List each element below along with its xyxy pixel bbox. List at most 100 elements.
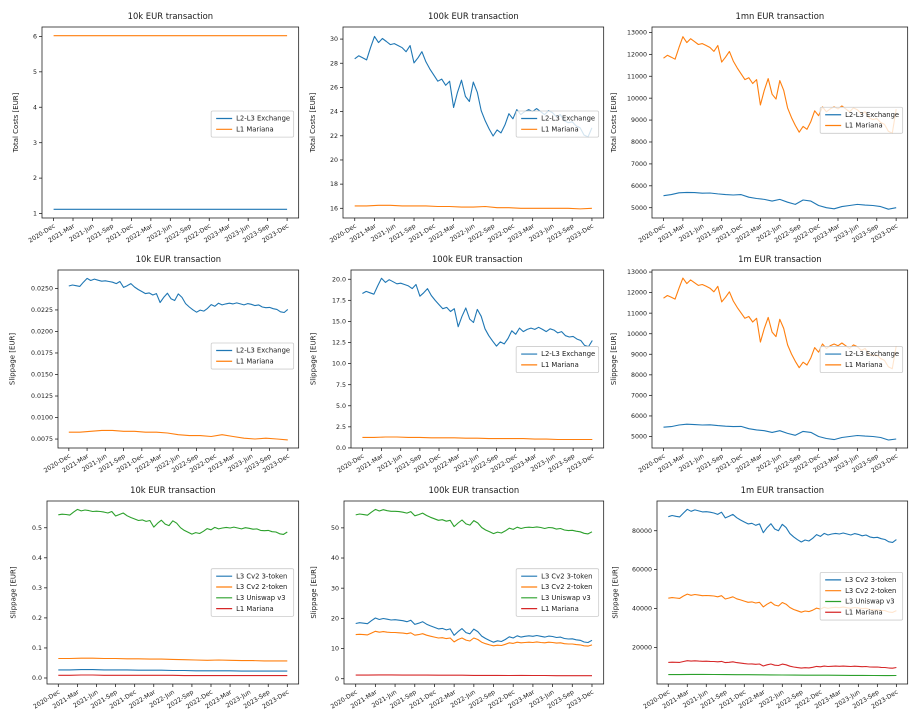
- y-tick-label: 10000: [627, 95, 647, 102]
- chart-title: 10k EUR transaction: [136, 254, 221, 264]
- legend: L3 Cv2 3-token L3 Cv2 2-token L3 Uniswap v…: [210, 568, 295, 618]
- y-tick-label: 40: [331, 555, 339, 562]
- y-tick-label: 6000: [631, 183, 647, 190]
- line-chart: 100k EUR transaction Slippage [EUR] 0 10 20 3…: [310, 485, 604, 711]
- y-tick-label: 9000: [631, 351, 647, 358]
- legend-label: L1 Mariana: [236, 357, 274, 365]
- series-line-2: [68, 429, 288, 441]
- y-tick-label: 3: [33, 140, 37, 147]
- y-axis-label: Total Costs [EUR]: [309, 92, 317, 153]
- chart-title: 1m EUR transaction: [741, 485, 824, 495]
- legend-label: L3 Cv2 3-token: [541, 573, 592, 581]
- legend-label: L3 Uniswap v3: [236, 594, 285, 602]
- y-tick-label: 12.5: [332, 339, 346, 346]
- y-tick-label: 50: [331, 525, 339, 532]
- chart-title: 1mn EUR transaction: [736, 11, 825, 21]
- y-tick-label: 8000: [631, 372, 647, 379]
- y-tick-label: 1: [33, 211, 37, 218]
- y-tick-label: 28: [330, 60, 338, 67]
- y-axis-label: Total Costs [EUR]: [12, 92, 20, 153]
- series-line-3: [668, 674, 897, 677]
- line-chart: 1m EUR transaction Slippage [EUR] 20000 400…: [612, 485, 909, 711]
- chart-title: 10k EUR transaction: [130, 485, 215, 495]
- legend-label: L1 Mariana: [236, 126, 274, 134]
- y-axis-label: Slippage [EUR]: [612, 566, 620, 619]
- y-tick-label: 10: [331, 646, 339, 653]
- line-chart: 10k EUR transaction Slippage [EUR] 0.0 0.1 0…: [9, 485, 300, 711]
- subplot-slippage-l3pools-100k: 100k EUR transaction Slippage [EUR] 0 10 20 3…: [305, 485, 610, 728]
- y-tick-label: 26: [330, 85, 338, 92]
- y-tick-label: 7000: [631, 392, 647, 399]
- y-tick-label: 17.5: [332, 297, 346, 304]
- y-tick-label: 16: [330, 205, 338, 212]
- series-line-2: [355, 631, 592, 647]
- y-tick-label: 80000: [632, 528, 652, 535]
- series-line-1: [361, 277, 593, 347]
- y-tick-label: 30: [330, 36, 338, 43]
- legend: L2-L3 Exchange L1 Mariana: [820, 106, 904, 134]
- legend: L2-L3 Exchange L1 Mariana: [820, 345, 904, 373]
- series-line-1: [68, 277, 289, 313]
- legend-label: L1 Mariana: [845, 122, 883, 130]
- legend-label: L1 Mariana: [845, 361, 883, 369]
- legend-box: [210, 342, 295, 370]
- y-tick-label: 0.0075: [31, 436, 53, 443]
- series-line-3: [355, 509, 592, 535]
- series-line-1: [668, 509, 898, 544]
- y-axis-label: Total Costs [EUR]: [610, 92, 618, 153]
- series-line-4: [668, 660, 897, 670]
- y-tick-label: 0.3: [32, 585, 42, 592]
- subplot-slippage-l3pools-10k: 10k EUR transaction Slippage [EUR] 0.0 0.1 0…: [0, 485, 305, 728]
- legend-label: L1 Mariana: [541, 361, 579, 369]
- line-chart: 100k EUR transaction Total Costs [EUR] 16 1…: [309, 11, 604, 243]
- chart-title: 10k EUR transaction: [128, 11, 213, 21]
- y-tick-label: 4: [33, 104, 37, 111]
- legend-box: [210, 110, 295, 138]
- y-tick-label: 10.0: [332, 360, 346, 367]
- series-line-2: [354, 204, 592, 210]
- y-tick-label: 0.5: [32, 525, 42, 532]
- legend-label: L1 Mariana: [541, 126, 579, 134]
- y-tick-label: 13000: [627, 30, 647, 37]
- series-line-1: [663, 423, 897, 441]
- y-tick-label: 5.0: [336, 403, 346, 410]
- y-tick-label: 12000: [627, 289, 647, 296]
- y-tick-label: 20000: [632, 645, 652, 652]
- y-tick-label: 7.5: [336, 381, 346, 388]
- subplot-total-costs-10k: 10k EUR transaction Total Costs [EUR] 1 2 3 4…: [0, 0, 305, 243]
- legend-label: L3 Cv2 2-token: [236, 584, 287, 592]
- legend-label: L1 Mariana: [236, 605, 274, 613]
- legend-label: L2-L3 Exchange: [236, 346, 290, 354]
- line-chart: 1m EUR transaction Slippage [EUR] 5000 6000…: [610, 254, 909, 474]
- y-tick-label: 0.2: [32, 615, 42, 622]
- y-tick-label: 0.0250: [31, 285, 53, 292]
- y-tick-label: 5000: [631, 433, 647, 440]
- legend: L2-L3 Exchange L1 Mariana: [210, 110, 295, 138]
- y-tick-label: 0.1: [32, 645, 42, 652]
- legend-label: L2-L3 Exchange: [541, 115, 595, 123]
- y-tick-label: 2: [33, 175, 37, 182]
- chart-title: 100k EUR transaction: [428, 485, 519, 495]
- y-tick-label: 6000: [631, 413, 647, 420]
- series-line-4: [355, 674, 592, 677]
- y-tick-label: 18: [330, 181, 338, 188]
- y-tick-label: 20: [330, 157, 338, 164]
- legend-box: [820, 345, 904, 373]
- legend-label: L1 Mariana: [541, 605, 579, 613]
- legend: L2-L3 Exchange L1 Mariana: [515, 110, 599, 138]
- chart-title: 100k EUR transaction: [428, 11, 519, 21]
- series-line-2: [58, 657, 288, 662]
- y-axis-label: Slippage [EUR]: [310, 566, 318, 619]
- y-tick-label: 9000: [631, 117, 647, 124]
- y-axis-label: Slippage [EUR]: [309, 332, 317, 385]
- y-tick-label: 7000: [631, 161, 647, 168]
- series-line-3: [58, 509, 288, 536]
- y-tick-label: 8000: [631, 139, 647, 146]
- y-tick-label: 0.0200: [31, 328, 53, 335]
- line-chart: 100k EUR transaction Slippage [EUR] 0.0 2.5…: [309, 254, 604, 474]
- y-tick-label: 0: [335, 676, 339, 683]
- legend-label: L2-L3 Exchange: [236, 115, 290, 123]
- y-tick-label: 22: [330, 133, 338, 140]
- y-tick-label: 24: [330, 109, 338, 116]
- y-tick-label: 0.0175: [31, 350, 53, 357]
